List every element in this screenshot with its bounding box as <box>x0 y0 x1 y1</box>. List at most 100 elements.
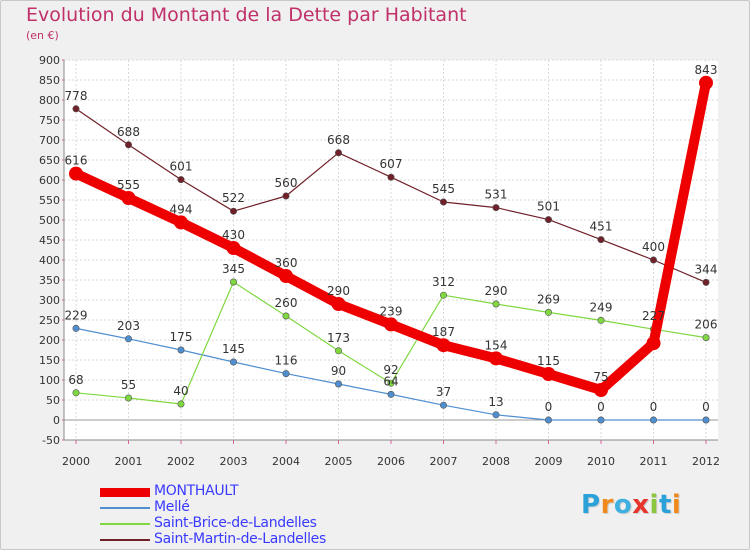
data-label: 203 <box>117 319 140 333</box>
data-label: 668 <box>327 133 350 147</box>
data-point <box>544 216 552 224</box>
data-label: 545 <box>432 182 455 196</box>
y-tick-label: 800 <box>39 94 60 107</box>
data-label: 778 <box>65 89 88 103</box>
data-point <box>544 416 552 424</box>
data-point <box>230 358 238 366</box>
y-tick-label: 650 <box>39 154 60 167</box>
y-tick-label: 600 <box>39 174 60 187</box>
y-tick-label: 400 <box>39 254 60 267</box>
data-point <box>230 278 238 286</box>
data-label: 290 <box>485 284 508 298</box>
data-point <box>489 351 503 366</box>
data-point <box>331 297 346 311</box>
data-point <box>439 401 447 409</box>
data-point <box>125 141 133 149</box>
x-tick-label: 2010 <box>587 455 615 468</box>
data-point <box>177 176 185 184</box>
data-label: 40 <box>173 384 188 398</box>
logo-letter: o <box>613 490 633 520</box>
data-label: 607 <box>380 157 403 171</box>
y-tick-label: 300 <box>39 294 60 307</box>
data-point <box>387 379 395 387</box>
data-point <box>541 367 556 381</box>
data-point <box>594 383 608 397</box>
x-tick-label: 2004 <box>272 455 300 468</box>
data-point <box>439 291 447 299</box>
legend-label: MONTHAULT <box>154 483 239 499</box>
y-tick-label: 350 <box>39 274 60 287</box>
data-point <box>125 335 133 343</box>
data-point <box>282 370 290 378</box>
x-tick-label: 2006 <box>377 455 405 468</box>
data-label: 522 <box>222 191 245 205</box>
x-tick-label: 2005 <box>325 455 353 468</box>
data-label: 616 <box>65 154 88 168</box>
data-label: 345 <box>222 262 245 276</box>
data-label: 0 <box>650 400 658 414</box>
data-label: 55 <box>121 378 136 392</box>
logo-letter: P <box>581 490 601 520</box>
logo-letter: i <box>649 490 659 520</box>
logo-letter: t <box>658 490 672 520</box>
x-tick-label: 2007 <box>430 455 458 468</box>
proxiti-logo: Proxiti <box>581 490 681 520</box>
data-label: 601 <box>170 160 193 174</box>
data-point <box>334 347 342 355</box>
data-label: 249 <box>590 300 613 314</box>
data-point <box>702 278 710 286</box>
data-label: 75 <box>593 370 608 384</box>
data-label: 0 <box>545 400 553 414</box>
data-label: 64 <box>383 374 398 388</box>
data-label: 344 <box>695 262 718 276</box>
x-tick-label: 2002 <box>167 455 195 468</box>
data-point <box>121 191 136 205</box>
data-label: 501 <box>537 200 560 214</box>
x-tick-label: 2009 <box>535 455 563 468</box>
data-point <box>334 380 342 388</box>
data-label: 206 <box>695 318 718 332</box>
y-tick-label: 500 <box>39 214 60 227</box>
x-tick-label: 2000 <box>62 455 90 468</box>
data-point <box>334 149 342 157</box>
data-label: 688 <box>117 125 140 139</box>
data-point <box>177 346 185 354</box>
legend-label: Saint-Martin-de-Landelles <box>154 531 326 547</box>
data-point <box>439 198 447 206</box>
data-label: 154 <box>485 338 508 352</box>
chart-subtitle: (en €) <box>26 29 59 42</box>
data-label: 0 <box>702 400 710 414</box>
logo-letter: x <box>632 490 650 520</box>
data-label: 116 <box>275 354 298 368</box>
data-point <box>597 236 605 244</box>
legend-swatch <box>100 523 150 525</box>
x-tick-label: 2001 <box>115 455 143 468</box>
data-label: 37 <box>436 385 451 399</box>
data-label: 360 <box>275 256 298 270</box>
y-tick-label: 150 <box>39 354 60 367</box>
data-point <box>492 411 500 419</box>
data-point <box>279 269 293 283</box>
y-tick-label: 200 <box>39 334 60 347</box>
data-point <box>72 324 80 332</box>
data-point <box>702 416 710 424</box>
y-tick-label: 850 <box>39 74 60 87</box>
data-point <box>174 215 188 230</box>
data-label: 451 <box>590 220 613 234</box>
chart-title: Evolution du Montant de la Dette par Hab… <box>26 4 467 26</box>
data-label: 843 <box>695 63 718 77</box>
data-label: 115 <box>537 354 560 368</box>
data-point <box>492 300 500 308</box>
legend-swatch <box>100 507 150 509</box>
data-point <box>230 207 238 215</box>
data-label: 145 <box>222 342 245 356</box>
data-point <box>649 256 657 264</box>
legend-label: Mellé <box>154 499 190 515</box>
data-point <box>597 316 605 324</box>
data-label: 260 <box>275 296 298 310</box>
y-tick-label: 250 <box>39 314 60 327</box>
legend-label: Saint-Brice-de-Landelles <box>154 515 317 531</box>
data-label: 531 <box>485 188 508 202</box>
y-tick-label: 50 <box>46 394 60 407</box>
